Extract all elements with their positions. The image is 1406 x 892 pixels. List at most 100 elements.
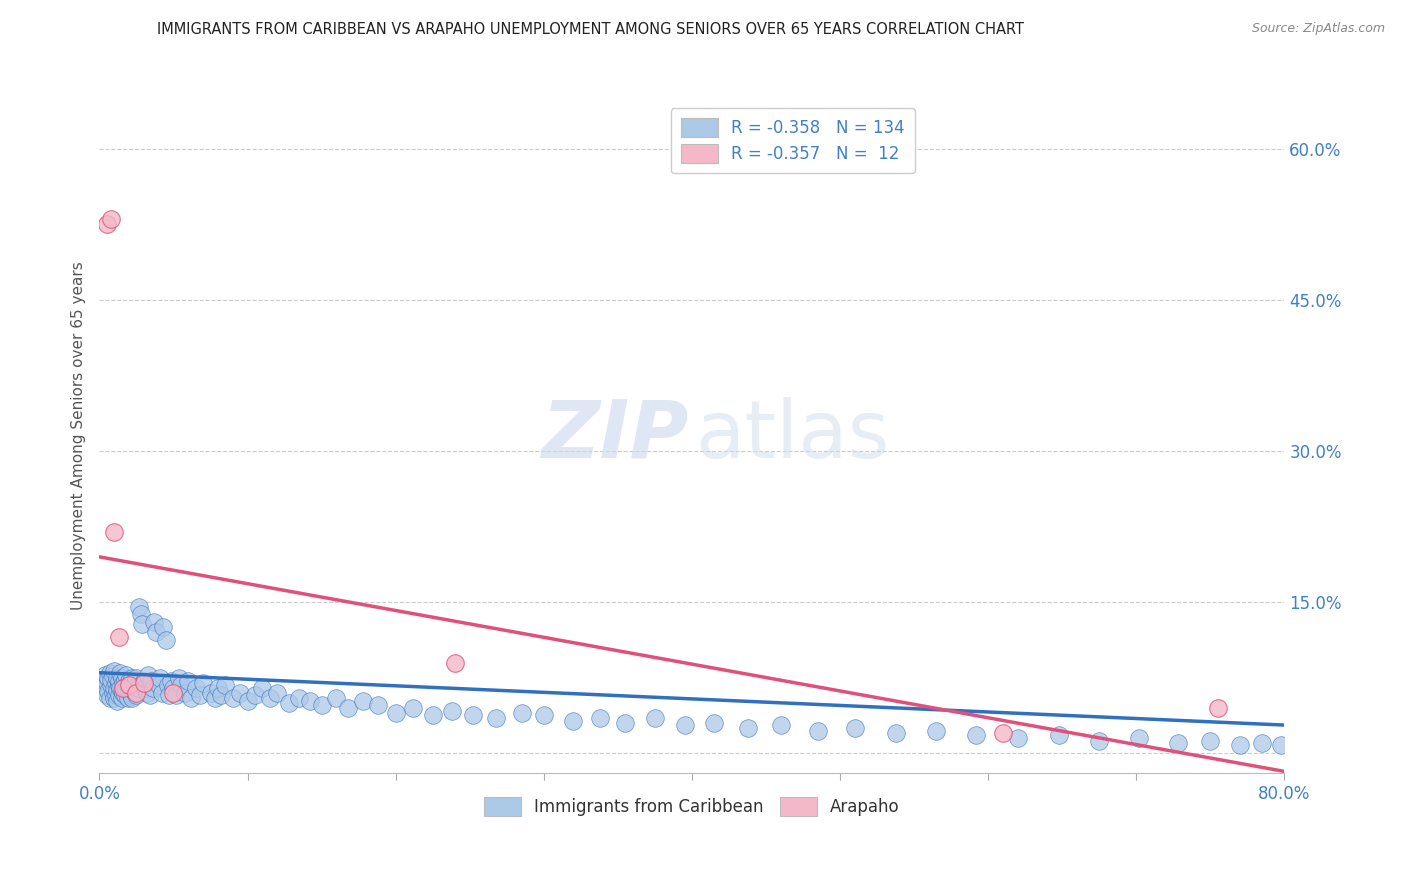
Point: [115, 667, 138, 681]
Point: [1295, 738, 1317, 752]
Point: [96, 688, 118, 702]
Point: [108, 681, 131, 695]
Point: [589, 711, 612, 725]
Point: [169, 671, 191, 685]
Point: [1088, 734, 1111, 748]
Point: [111, 683, 134, 698]
Point: [98, 690, 121, 705]
Point: [174, 686, 197, 700]
Legend: Immigrants from Caribbean, Arapaho: Immigrants from Caribbean, Arapaho: [478, 790, 907, 822]
Point: [107, 678, 129, 692]
Point: [121, 690, 143, 705]
Point: [152, 620, 174, 634]
Point: [135, 686, 157, 700]
Point: [142, 681, 165, 695]
Point: [180, 690, 202, 705]
Point: [614, 716, 637, 731]
Point: [100, 673, 122, 687]
Point: [117, 690, 139, 705]
Point: [107, 673, 129, 688]
Point: [94, 681, 117, 695]
Point: [118, 678, 141, 692]
Point: [266, 686, 288, 700]
Point: [103, 524, 125, 539]
Point: [510, 706, 533, 720]
Point: [204, 690, 226, 705]
Point: [162, 681, 184, 695]
Point: [134, 681, 156, 695]
Point: [131, 617, 153, 632]
Point: [673, 718, 696, 732]
Point: [125, 686, 148, 700]
Point: [124, 675, 146, 690]
Point: [122, 678, 145, 692]
Point: [1251, 736, 1274, 750]
Point: [236, 694, 259, 708]
Point: [100, 678, 122, 692]
Point: [132, 673, 155, 688]
Point: [644, 711, 666, 725]
Point: [1007, 731, 1029, 746]
Point: [170, 678, 193, 692]
Point: [155, 633, 177, 648]
Point: [120, 688, 142, 702]
Point: [422, 708, 444, 723]
Point: [156, 678, 179, 692]
Point: [243, 688, 266, 702]
Point: [122, 683, 145, 698]
Point: [108, 665, 131, 680]
Point: [105, 682, 128, 697]
Point: [141, 673, 163, 688]
Point: [128, 600, 150, 615]
Point: [298, 694, 321, 708]
Point: [103, 690, 125, 705]
Point: [157, 688, 180, 702]
Point: [188, 688, 211, 702]
Point: [769, 718, 792, 732]
Point: [1047, 728, 1070, 742]
Point: [562, 714, 585, 728]
Text: atlas: atlas: [696, 397, 890, 475]
Point: [844, 721, 866, 735]
Point: [100, 212, 122, 227]
Point: [143, 615, 166, 630]
Point: [965, 728, 987, 742]
Point: [97, 683, 120, 698]
Point: [91, 678, 114, 692]
Point: [737, 721, 759, 735]
Point: [311, 698, 333, 712]
Point: [107, 688, 129, 702]
Point: [114, 688, 136, 702]
Point: [97, 671, 120, 685]
Point: [991, 726, 1014, 740]
Point: [111, 690, 134, 705]
Point: [127, 681, 149, 695]
Point: [117, 678, 139, 692]
Point: [145, 625, 167, 640]
Point: [1229, 738, 1251, 752]
Point: [1167, 736, 1189, 750]
Point: [118, 683, 141, 698]
Point: [259, 690, 281, 705]
Point: [1128, 731, 1150, 746]
Point: [103, 664, 125, 678]
Point: [444, 656, 467, 670]
Point: [150, 686, 173, 700]
Point: [367, 698, 389, 712]
Point: [200, 686, 222, 700]
Point: [337, 701, 360, 715]
Point: [149, 671, 172, 685]
Point: [440, 704, 463, 718]
Point: [1285, 741, 1308, 756]
Point: [121, 671, 143, 685]
Point: [191, 675, 214, 690]
Point: [485, 711, 508, 725]
Text: ZIP: ZIP: [541, 397, 689, 475]
Point: [384, 706, 406, 720]
Point: [105, 694, 128, 708]
Point: [94, 667, 117, 681]
Point: [118, 673, 141, 688]
Point: [107, 631, 129, 645]
Point: [112, 681, 135, 695]
Point: [98, 665, 121, 680]
